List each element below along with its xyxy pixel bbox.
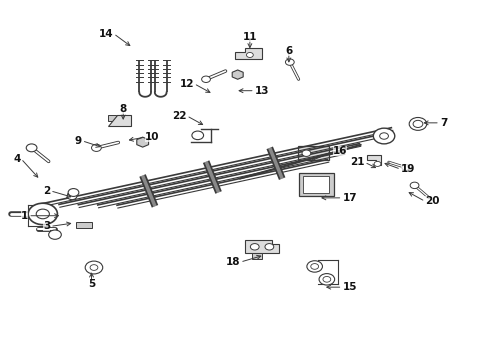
Text: 17: 17 [343,193,357,203]
Polygon shape [297,146,329,160]
Polygon shape [298,173,334,196]
Circle shape [68,189,79,197]
Circle shape [67,193,77,200]
Circle shape [265,244,274,250]
Polygon shape [303,176,329,193]
Circle shape [410,182,419,189]
Text: 22: 22 [172,111,187,121]
Polygon shape [367,155,381,165]
Polygon shape [252,252,262,258]
Circle shape [319,274,335,285]
Text: 5: 5 [88,279,95,289]
Circle shape [413,120,423,127]
Circle shape [28,203,57,225]
Polygon shape [232,70,243,79]
Text: 15: 15 [343,282,357,292]
Text: 9: 9 [74,136,82,146]
Circle shape [402,165,410,170]
Circle shape [250,244,259,250]
Text: 10: 10 [145,132,160,142]
Circle shape [307,261,322,272]
Circle shape [374,161,381,166]
Circle shape [409,117,427,130]
Text: 3: 3 [43,221,50,231]
Text: 1: 1 [21,211,28,221]
Polygon shape [76,222,92,228]
Circle shape [202,76,210,82]
Polygon shape [108,115,116,121]
Polygon shape [108,115,130,126]
Text: 21: 21 [350,157,365,167]
Circle shape [26,144,37,152]
Circle shape [85,261,103,274]
Circle shape [246,53,253,58]
Text: 2: 2 [43,186,50,196]
Polygon shape [235,48,262,59]
Circle shape [192,131,203,140]
Text: 18: 18 [225,257,240,267]
Text: 8: 8 [120,104,127,113]
Text: 11: 11 [243,32,257,42]
Circle shape [380,133,389,139]
Circle shape [286,59,294,65]
Text: 7: 7 [440,118,447,128]
Circle shape [311,264,319,269]
Circle shape [90,265,98,270]
Circle shape [323,276,331,282]
Text: 13: 13 [255,86,269,96]
Text: 19: 19 [401,164,416,174]
Text: 20: 20 [425,197,440,206]
Text: 14: 14 [99,28,114,39]
Polygon shape [137,137,148,147]
Polygon shape [245,240,279,253]
Text: 16: 16 [333,147,347,157]
Circle shape [92,144,101,152]
Circle shape [373,128,395,144]
Text: 4: 4 [14,154,21,163]
Text: 6: 6 [285,46,293,57]
Circle shape [49,230,61,239]
Text: 12: 12 [179,78,194,89]
Circle shape [302,150,311,157]
Circle shape [36,209,49,219]
